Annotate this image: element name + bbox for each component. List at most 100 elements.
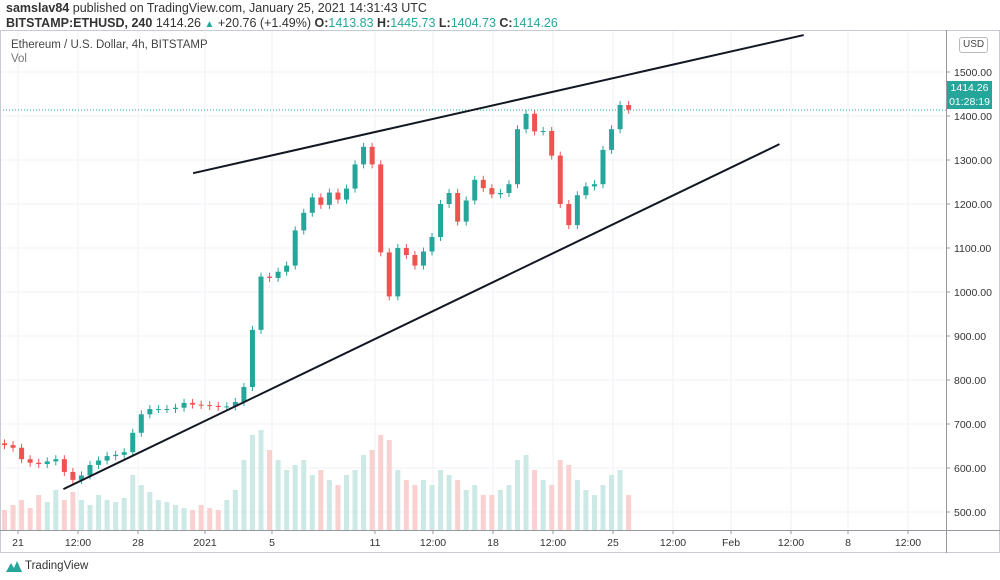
change: +20.76 (+1.49%) — [217, 16, 311, 30]
volume-bar — [215, 510, 221, 530]
volume-bar — [609, 475, 615, 530]
volume-bar — [155, 500, 161, 530]
candle — [523, 113, 529, 130]
bar-countdown: 01:28:19 — [947, 95, 992, 109]
volume-bar — [275, 460, 281, 530]
candle — [53, 459, 59, 462]
volume-bar — [617, 470, 623, 530]
volume-bars — [2, 430, 632, 530]
candle — [403, 248, 409, 256]
volume-legend: Vol — [11, 53, 27, 65]
tradingview-brand[interactable]: TradingView — [6, 560, 88, 572]
open-label: O: — [314, 16, 329, 30]
candle — [609, 129, 615, 150]
publish-text: published on TradingView.com, January 25… — [72, 1, 427, 15]
candle — [472, 179, 478, 201]
volume-bar — [455, 480, 461, 530]
volume-bar — [489, 495, 495, 530]
trendline — [62, 143, 780, 491]
volume-bar — [506, 485, 512, 530]
volume-bar — [429, 485, 435, 530]
volume-bar — [190, 510, 196, 530]
x-tick-label: Feb — [722, 537, 740, 549]
price-axis: 500.00 600.00 700.00 800.00 900.00 1000.00 110… — [946, 67, 992, 519]
candle — [113, 454, 119, 457]
candle — [309, 197, 315, 213]
candle — [438, 204, 444, 237]
volume-bar — [574, 480, 580, 530]
volume-bar — [515, 460, 520, 530]
y-tick-label: 1100.00 — [954, 243, 991, 255]
y-tick-label: 1300.00 — [954, 155, 992, 167]
volume-bar — [61, 500, 67, 530]
y-tick-label: 800.00 — [954, 375, 986, 387]
volume-bar — [113, 502, 119, 530]
candle — [267, 276, 273, 278]
candle — [36, 462, 42, 465]
volume-bar — [395, 470, 401, 530]
volume-bar — [523, 455, 529, 530]
volume-bar — [267, 450, 273, 530]
y-tick-label: 1500.00 — [954, 67, 992, 79]
volume-bar — [70, 492, 76, 530]
up-arrow-icon: ▲ — [204, 19, 215, 30]
x-tick-label: 12:00 — [778, 537, 804, 549]
candle — [181, 402, 187, 408]
close-label: C: — [499, 16, 513, 30]
candle — [190, 402, 196, 405]
tradingview-logo-icon — [6, 561, 22, 572]
candle — [121, 452, 127, 455]
candle — [292, 230, 298, 266]
candle — [583, 186, 589, 196]
volume-bar — [497, 490, 503, 530]
candle — [326, 192, 332, 205]
volume-bar — [378, 435, 384, 530]
close-value: 1414.26 — [512, 16, 558, 30]
candle — [532, 113, 538, 132]
candle — [164, 409, 170, 411]
volume-bar — [335, 485, 341, 530]
volume-bar — [284, 470, 290, 530]
volume-bar — [96, 495, 102, 530]
candle — [557, 155, 563, 204]
volume-bar — [369, 450, 375, 530]
volume-bar — [258, 430, 264, 530]
volume-bar — [309, 475, 315, 530]
candle — [489, 188, 495, 195]
candle — [506, 184, 512, 193]
volume-bar — [44, 502, 50, 530]
candle — [198, 404, 204, 406]
candle — [515, 129, 520, 185]
candle — [446, 193, 452, 204]
volume-bar — [207, 508, 213, 530]
y-tick-label: 900.00 — [954, 331, 986, 343]
candle — [335, 192, 341, 200]
volume-bar — [352, 470, 358, 530]
candle — [591, 184, 597, 187]
grid — [0, 30, 946, 530]
volume-bar — [224, 500, 230, 530]
volume-bar — [438, 470, 444, 530]
candle — [574, 195, 580, 226]
candle — [232, 402, 238, 407]
volume-bar — [583, 490, 589, 530]
currency-button[interactable]: USD — [959, 37, 989, 53]
x-tick-label: 12:00 — [540, 537, 566, 549]
low-value: 1404.73 — [450, 16, 496, 30]
candle — [19, 447, 25, 460]
candle — [87, 464, 93, 476]
last-price-label: 1414.26 — [947, 81, 992, 95]
candle — [429, 237, 435, 252]
series-title: Ethereum / U.S. Dollar, 4h, BITSTAMP — [11, 39, 208, 51]
y-tick-label: 1000.00 — [954, 287, 992, 299]
volume-bar — [27, 508, 33, 530]
symbol: BITSTAMP:ETHUSD, 240 — [6, 16, 153, 30]
candle — [420, 251, 426, 266]
y-tick-label: 600.00 — [954, 463, 986, 475]
volume-bar — [344, 475, 349, 530]
volume-bar — [104, 500, 110, 530]
candle — [480, 179, 486, 189]
high-value: 1445.73 — [390, 16, 436, 30]
author[interactable]: samslav84 — [6, 1, 70, 15]
